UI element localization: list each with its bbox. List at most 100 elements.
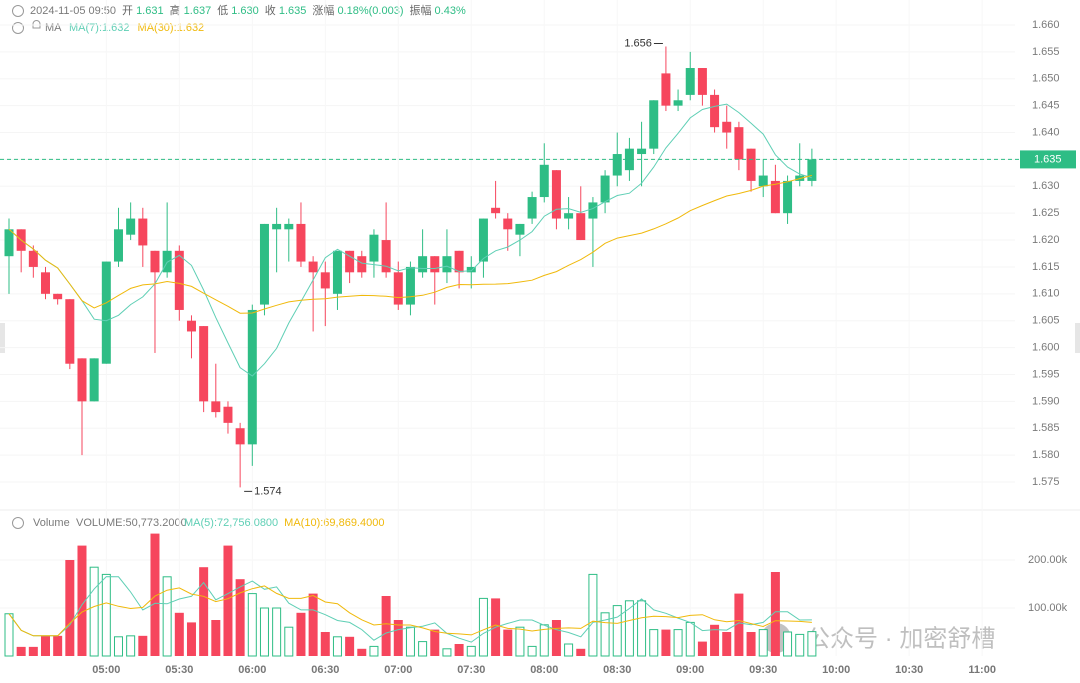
volume-bar	[783, 631, 793, 657]
candle-body	[722, 121, 732, 133]
volume-bar	[442, 648, 452, 657]
volume-bar	[685, 621, 695, 657]
scroll-handle[interactable]	[1075, 323, 1080, 353]
volume-bar	[649, 629, 659, 657]
volume-bar	[345, 636, 355, 656]
volume-ma-line	[8, 585, 812, 637]
volume-bar	[284, 626, 294, 657]
volume-tick-label: 100.00k	[1028, 602, 1068, 614]
collapse-icon[interactable]	[12, 22, 24, 34]
volume-bar	[807, 631, 817, 657]
candle-body	[284, 223, 294, 230]
candle-body	[454, 250, 464, 273]
header-value: 0.18%(0.003)	[337, 5, 403, 17]
volume-bar	[661, 629, 671, 656]
header-value: 1.630	[231, 5, 259, 17]
low-annotation: 1.574	[254, 485, 282, 497]
collapse-icon[interactable]	[12, 5, 24, 17]
header-value: 1.635	[279, 5, 307, 17]
x-tick-label: 10:30	[895, 664, 923, 676]
candle-body	[734, 127, 744, 160]
candle-body	[150, 250, 160, 273]
volume-bar	[150, 533, 160, 656]
candle-body	[369, 234, 379, 262]
candle-body	[77, 358, 87, 402]
candle-body	[296, 223, 306, 262]
volume-bar	[28, 646, 38, 656]
alert-icon[interactable]	[32, 20, 41, 29]
y-tick-label: 1.595	[1032, 368, 1060, 380]
candle-body	[807, 159, 817, 181]
volume-bar	[393, 620, 403, 656]
y-tick-label: 1.585	[1032, 422, 1060, 434]
y-tick-label: 1.615	[1032, 261, 1060, 273]
volume-bar	[199, 567, 209, 656]
y-tick-label: 1.600	[1032, 341, 1060, 353]
volume-bar	[576, 648, 586, 656]
volume-bar	[223, 545, 233, 656]
candle-body	[393, 272, 403, 305]
x-tick-label: 05:30	[165, 664, 193, 676]
x-tick-label: 07:00	[384, 664, 412, 676]
scroll-handle[interactable]	[0, 323, 5, 353]
volume-bar	[515, 626, 525, 657]
y-tick-label: 1.655	[1032, 46, 1060, 58]
candle-body	[649, 100, 659, 149]
volume-bar	[113, 636, 123, 657]
candle-body	[685, 68, 695, 95]
candle-body	[673, 100, 683, 106]
candle-body	[357, 256, 367, 273]
header-item: 振幅 0.43%	[409, 3, 465, 17]
volume-bar	[16, 646, 26, 656]
candle-body	[345, 250, 355, 273]
volume-bar	[612, 605, 622, 657]
candle-body	[162, 250, 172, 273]
candle-body	[235, 428, 245, 445]
volume-bar	[418, 641, 428, 657]
volume-bar	[795, 633, 805, 657]
candle-body	[89, 358, 99, 402]
candle-body	[308, 261, 318, 273]
header-item: 收 1.635	[265, 3, 307, 17]
volume-bar	[600, 612, 610, 657]
candle-body	[783, 180, 793, 214]
volume-bar	[53, 635, 63, 656]
volume-bar	[235, 579, 245, 656]
volume-title: Volume	[33, 517, 70, 529]
watermark: 公众号 · 加密舒槽	[806, 625, 995, 652]
volume-bar	[65, 560, 75, 656]
y-tick-label: 1.650	[1032, 73, 1060, 85]
volume-bar	[466, 645, 476, 657]
candle-body	[40, 272, 50, 294]
volume-bar	[527, 645, 537, 657]
volume-bar	[101, 573, 111, 657]
candle-body	[478, 218, 488, 262]
candle-body	[527, 197, 537, 219]
candle-body	[247, 309, 257, 445]
volume-tick-label: 200.00k	[1028, 554, 1068, 566]
volume-bar	[758, 629, 768, 657]
candle-body	[320, 272, 330, 289]
x-tick-label: 08:00	[530, 664, 558, 676]
collapse-icon[interactable]	[12, 517, 24, 529]
y-tick-label: 1.605	[1032, 315, 1060, 327]
y-tick-label: 1.640	[1032, 126, 1060, 138]
candle-body	[576, 213, 586, 241]
volume-bar	[320, 632, 330, 656]
candle-body	[332, 250, 342, 294]
volume-bar	[673, 629, 683, 657]
volume-bar	[503, 629, 513, 656]
candle-body	[4, 229, 14, 257]
candle-body	[53, 293, 63, 300]
high-annotation: 1.656	[624, 37, 652, 49]
ma-legend: MA(30):1.632	[138, 22, 205, 34]
volume-bar	[478, 597, 488, 657]
volume-bar	[126, 635, 136, 657]
volume-bar	[588, 573, 598, 657]
candle-body	[272, 223, 282, 230]
y-tick-label: 1.630	[1032, 180, 1060, 192]
volume-bar	[637, 600, 647, 657]
candle-body	[600, 175, 610, 203]
last-price-label: 1.635	[1034, 153, 1062, 165]
